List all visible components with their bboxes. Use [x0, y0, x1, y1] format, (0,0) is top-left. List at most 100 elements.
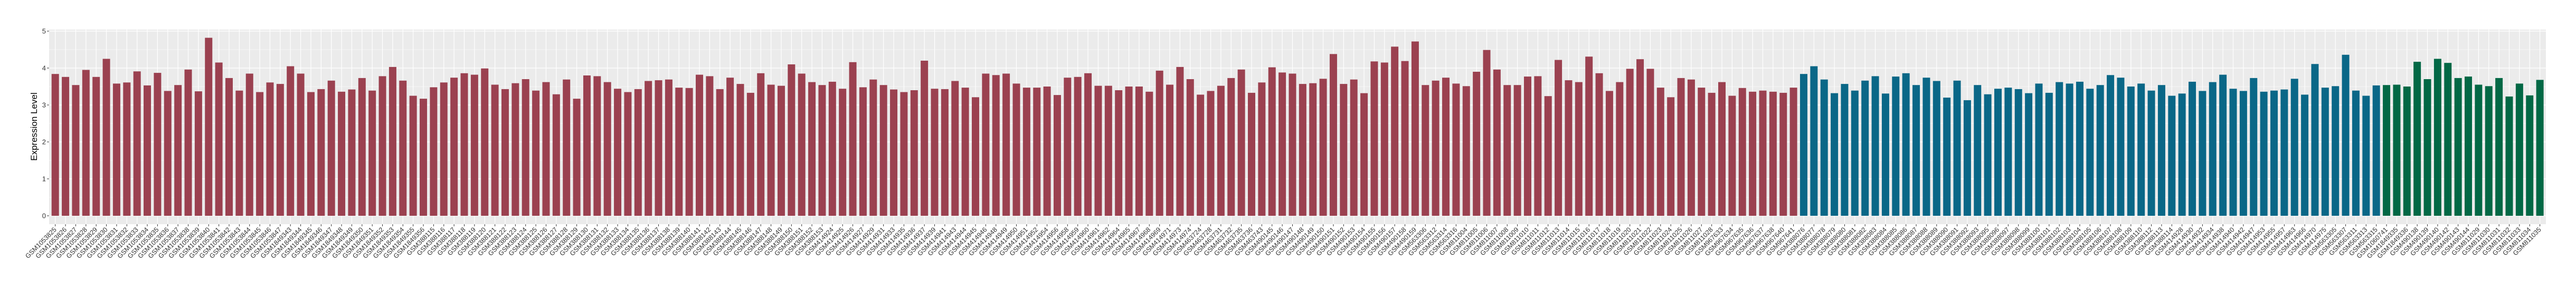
- bar-GSM388139: [675, 88, 683, 216]
- bar-GSM388076: [1800, 74, 1807, 216]
- bar-GSM414940: [2229, 89, 2237, 216]
- bar-GSM414944: [961, 88, 969, 216]
- bar-GSM490152: [1340, 84, 1348, 216]
- bar-GSM811018: [1605, 91, 1613, 216]
- bar-GSM490153: [1350, 79, 1358, 216]
- bar-GSM388084: [1881, 93, 1889, 216]
- bar-GSM1060741: [2383, 85, 2391, 216]
- bar-GSM1053840: [205, 37, 213, 216]
- bar-GSM388104: [2076, 81, 2083, 216]
- bar-GSM490149: [1309, 83, 1317, 216]
- bar-GSM490155: [1370, 61, 1378, 216]
- bar-GSM388081: [1851, 90, 1859, 216]
- bar-GSM1053844: [245, 73, 253, 216]
- bar-GSM490159: [1411, 41, 1419, 216]
- bar-GSM1849355: [409, 95, 417, 216]
- bar-GSM1849349: [348, 89, 356, 216]
- bar-GSM463731: [1217, 85, 1225, 216]
- bar-GSM811005: [1473, 72, 1481, 216]
- bar-GSM388093: [1974, 85, 1982, 216]
- bar-GSM414973: [1176, 66, 1184, 216]
- bar-GSM1849345: [307, 92, 315, 216]
- bar-GSM811021: [1636, 59, 1644, 216]
- bar-GSM388082: [1861, 80, 1869, 216]
- y-tick-label: 1: [42, 175, 46, 183]
- bar-GSM388079: [1831, 93, 1839, 216]
- bar-GSM388116: [440, 82, 448, 216]
- bar-GSM414965: [1125, 87, 1133, 216]
- bar-GSM1053828: [82, 70, 90, 216]
- bar-GSM967635: [1738, 88, 1746, 216]
- bar-GSM388119: [470, 74, 478, 216]
- bar-GSM490151: [1329, 54, 1337, 216]
- bar-GSM811028: [1708, 92, 1716, 216]
- bar-GSM388136: [645, 81, 652, 216]
- bar-GSM388145: [736, 84, 744, 216]
- y-tick-label: 3: [42, 101, 46, 109]
- bar-GSM811008: [1503, 85, 1511, 216]
- bar-GSM388126: [542, 82, 550, 216]
- bar-GSM388085: [1892, 77, 1900, 216]
- bar-GSM490156: [1380, 62, 1388, 216]
- bar-GSM414926: [849, 62, 857, 216]
- bar-GSM811024: [1667, 97, 1675, 216]
- bar-GSM563316: [1452, 83, 1460, 216]
- bar-GSM811016: [1585, 56, 1593, 216]
- bar-GSM388134: [624, 92, 632, 216]
- bar-GSM388149: [777, 85, 785, 216]
- bar-GSM388128: [563, 79, 571, 216]
- bar-GSM1053843: [235, 90, 243, 216]
- bar-GSM388144: [726, 78, 734, 216]
- bar-GSM490143: [2454, 78, 2462, 216]
- bar-GSM388118: [460, 73, 468, 216]
- bar-GSM388078: [1820, 79, 1828, 216]
- bar-GSM388117: [450, 78, 458, 216]
- bar-GSM414951: [1022, 88, 1030, 216]
- x-axis: GSM1053825GSM1053826GSM1053827GSM1053828…: [24, 224, 2543, 260]
- bar-GSM1849347: [327, 80, 335, 216]
- bar-GSM388098: [2014, 89, 2022, 216]
- bar-GSM1849343: [287, 66, 295, 216]
- bar-GSM414950: [1012, 83, 1020, 216]
- bar-GSM388150: [788, 64, 795, 216]
- bar-GSM967640: [1779, 92, 1787, 216]
- bar-GSM388143: [716, 89, 724, 216]
- bar-GSM414966: [2301, 94, 2309, 216]
- bar-GSM388138: [665, 79, 673, 216]
- bar-GSM1053835: [154, 73, 162, 216]
- bar-GSM388077: [1810, 66, 1818, 216]
- bar-GSM1849335: [2393, 84, 2401, 216]
- bar-GSM388129: [573, 99, 581, 216]
- bar-GSM811017: [1595, 73, 1603, 216]
- bar-GSM414963: [2290, 79, 2298, 216]
- bar-GSM490146: [1278, 72, 1286, 216]
- bar-GSM967638: [1769, 91, 1777, 216]
- bar-GSM388153: [818, 85, 826, 216]
- bar-GSM388097: [2004, 88, 2012, 216]
- bar-GSM414954: [1043, 87, 1051, 216]
- bar-GSM1053825: [51, 74, 59, 216]
- bar-GSM414931: [879, 85, 887, 216]
- bar-GSM1849346: [317, 89, 325, 216]
- bar-GSM388099: [2025, 93, 2033, 216]
- bar-GSM388122: [501, 89, 509, 216]
- bar-GSM414959: [1074, 77, 1082, 216]
- bar-GSM1849348: [338, 91, 346, 216]
- bar-GSM490144: [2465, 77, 2473, 216]
- bar-GSM388142: [706, 76, 714, 216]
- bar-GSM811031: [2495, 78, 2503, 216]
- bar-GSM414932: [2199, 91, 2206, 216]
- bar-GSM388109: [2127, 87, 2135, 216]
- bar-GSM388125: [532, 90, 540, 216]
- bar-GSM463736: [1247, 92, 1255, 216]
- bar-GSM388113: [2157, 85, 2165, 216]
- bar-GSM1053836: [164, 91, 172, 216]
- bar-GSM388115: [430, 87, 438, 216]
- bar-GSM811022: [1646, 69, 1654, 216]
- bar-GSM388148: [767, 84, 775, 216]
- bar-GSM414969: [1156, 70, 1163, 216]
- bar-GSM563314: [1442, 78, 1450, 216]
- bar-GSM414929: [869, 79, 877, 216]
- bar-GSM414925: [839, 89, 847, 216]
- bar-GSM811025: [1677, 78, 1685, 216]
